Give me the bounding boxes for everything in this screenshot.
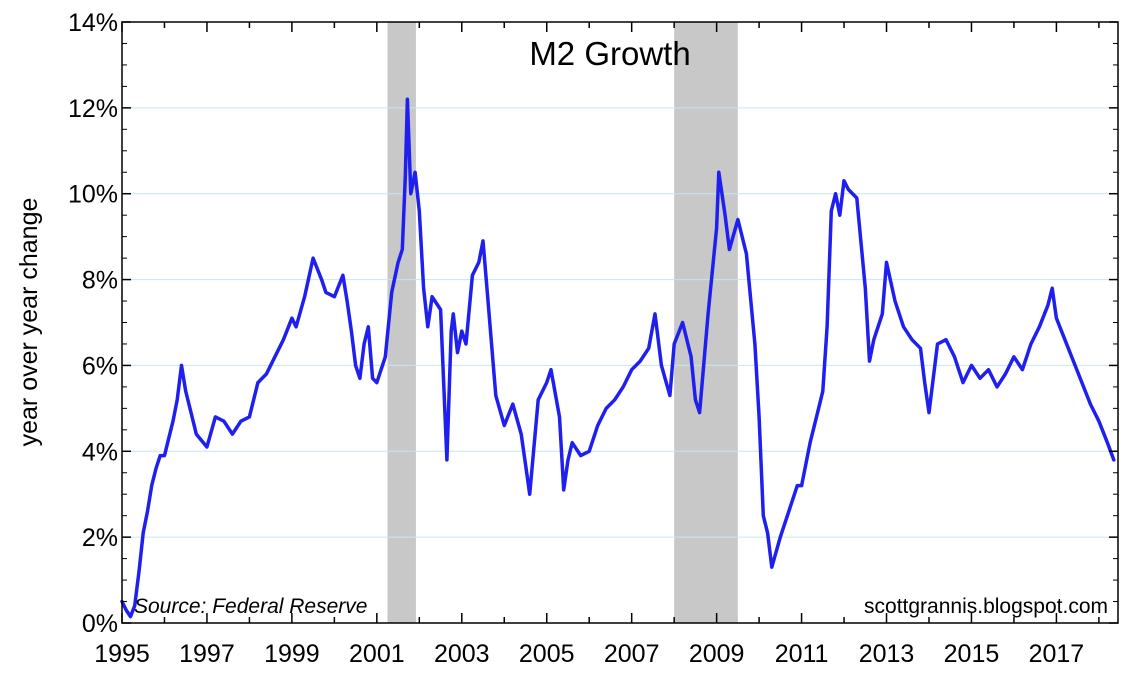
x-tick-label-11: 2017 <box>1029 640 1085 668</box>
y-tick-label-1: 2% <box>82 524 118 552</box>
x-tick-label-1: 1997 <box>179 640 235 668</box>
y-tick-label-6: 12% <box>68 95 118 123</box>
y-tick-label-4: 8% <box>82 267 118 295</box>
chart-title: M2 Growth <box>529 35 690 72</box>
y-axis-ticks: 0% 2% 4% 6% 8% 10% 12% 14% <box>68 9 1118 638</box>
x-tick-label-7: 2009 <box>689 640 745 668</box>
x-tick-label-0: 1995 <box>94 640 150 668</box>
x-tick-label-9: 2013 <box>859 640 915 668</box>
x-axis-ticks: 1995 1997 1999 2001 2003 2005 2007 2009 2011 2013… <box>94 22 1100 668</box>
recession-band-0 <box>387 22 416 623</box>
y-tick-label-7: 14% <box>68 9 118 37</box>
y-tick-label-3: 6% <box>82 352 118 380</box>
x-tick-label-2: 1999 <box>264 640 320 668</box>
series-line-0 <box>120 97 1116 619</box>
credit-note: scottgrannis.blogspot.com <box>864 595 1108 618</box>
y-tick-label-0: 0% <box>82 610 118 638</box>
x-tick-label-10: 2015 <box>944 640 1000 668</box>
x-tick-label-5: 2005 <box>519 640 575 668</box>
source-note: Source: Federal Reserve <box>134 595 367 618</box>
series-layer <box>120 97 1116 619</box>
y-tick-label-5: 10% <box>68 181 118 209</box>
y-tick-label-2: 4% <box>82 438 118 466</box>
x-tick-label-4: 2003 <box>434 640 490 668</box>
gridlines <box>122 107 1118 538</box>
plot-frame <box>121 21 1119 624</box>
y-axis-label: year over year change <box>15 198 43 447</box>
x-tick-label-6: 2007 <box>604 640 660 668</box>
x-tick-label-3: 2001 <box>349 640 405 668</box>
x-tick-label-8: 2011 <box>775 640 829 668</box>
